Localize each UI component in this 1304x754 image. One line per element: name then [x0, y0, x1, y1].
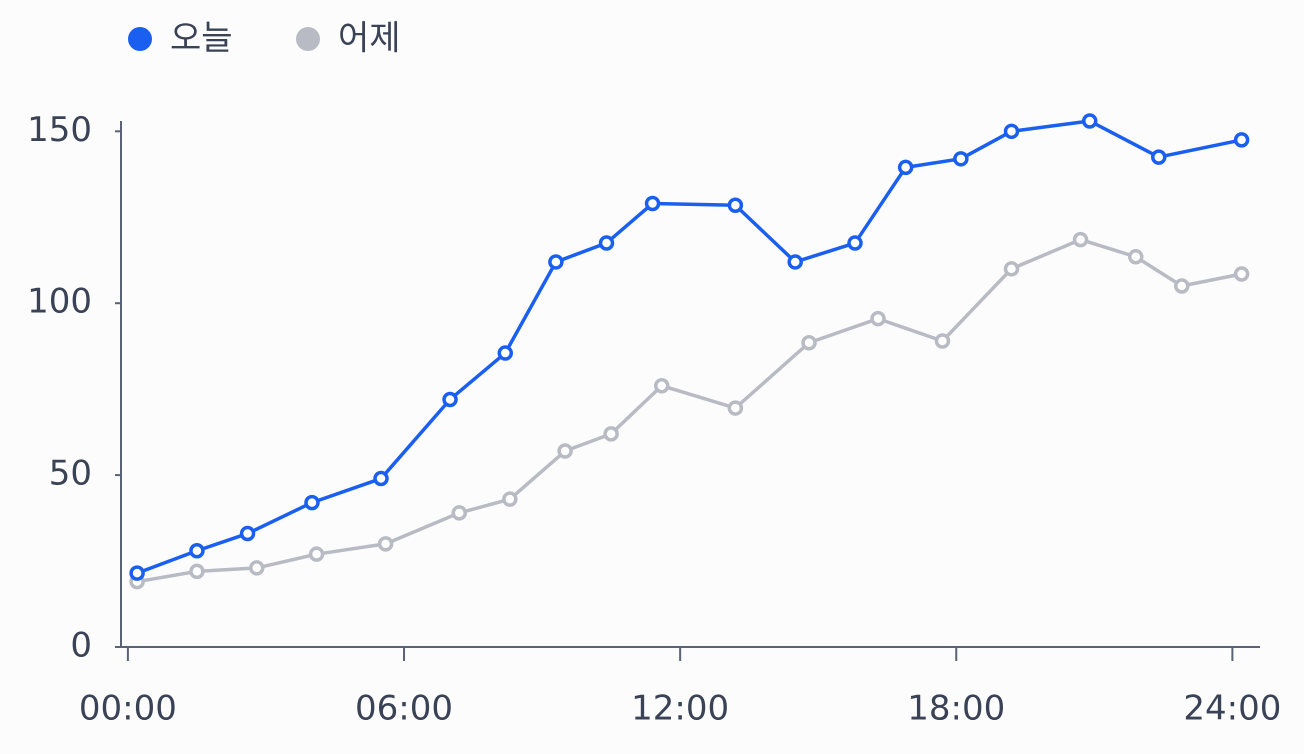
point	[189, 563, 205, 580]
point	[1003, 123, 1020, 140]
point	[189, 542, 205, 559]
point	[727, 400, 744, 416]
point	[129, 565, 145, 581]
series-line	[136, 237, 1242, 584]
point	[548, 254, 564, 270]
point	[239, 525, 256, 542]
point	[451, 505, 467, 521]
point	[727, 197, 744, 213]
point	[1081, 113, 1098, 129]
x-tick-label: 24:00	[1183, 689, 1281, 729]
point	[953, 151, 969, 167]
x-tick-label: 06:00	[355, 689, 453, 729]
point	[308, 546, 325, 562]
point	[1151, 149, 1167, 165]
series-line	[136, 119, 1242, 575]
point	[1072, 231, 1089, 248]
point	[603, 426, 619, 442]
point	[801, 334, 817, 351]
y-tick-label: 150	[27, 110, 92, 150]
point	[644, 195, 661, 212]
point	[1003, 261, 1020, 277]
x-tick-label: 00:00	[79, 689, 177, 729]
legend-label: 오늘	[170, 19, 233, 59]
point	[787, 254, 803, 270]
point	[373, 470, 389, 487]
point	[442, 391, 458, 408]
point	[1233, 266, 1250, 282]
point	[897, 159, 914, 176]
point	[502, 491, 518, 507]
point	[653, 377, 670, 394]
x-tick-label: 18:00	[907, 689, 1005, 729]
point	[557, 443, 573, 459]
y-tick-label: 0	[70, 626, 92, 666]
y-tick-label: 100	[27, 282, 92, 322]
point	[377, 536, 394, 552]
point	[304, 494, 320, 511]
point	[1233, 132, 1250, 148]
y-tick-label: 50	[49, 454, 92, 494]
legend-swatch	[128, 27, 152, 51]
point	[847, 235, 863, 251]
x-tick-label: 12:00	[631, 689, 729, 729]
point	[598, 235, 615, 251]
point	[1174, 278, 1190, 294]
legend-label: 어제	[338, 19, 401, 59]
point	[870, 310, 886, 327]
legend-swatch	[296, 27, 320, 51]
point	[497, 345, 514, 361]
point	[249, 560, 265, 576]
point	[1127, 249, 1144, 265]
point	[934, 333, 951, 349]
